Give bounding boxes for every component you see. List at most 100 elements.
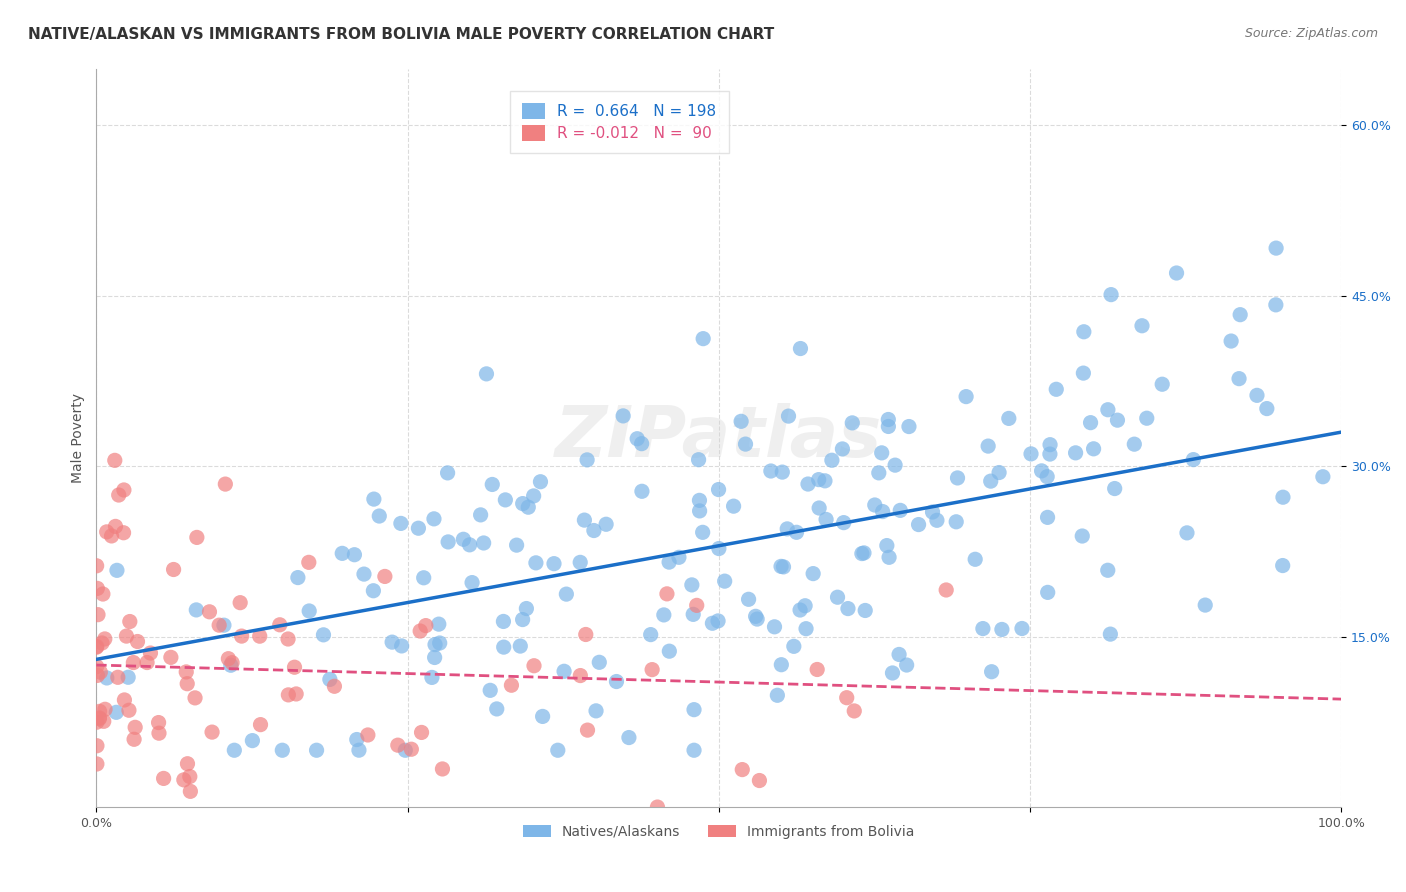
Point (688, 452, 710, 467)
Point (93, 714, 115, 729)
Point (231, 629, 253, 643)
Point (529, 475, 551, 489)
Point (807, 473, 830, 487)
Text: Source: ZipAtlas.com: Source: ZipAtlas.com (1244, 27, 1378, 40)
Point (104, 519, 127, 533)
Point (217, 651, 239, 665)
Point (631, 484, 654, 499)
Point (152, 772, 174, 786)
Point (789, 603, 811, 617)
Point (1182, 452, 1205, 467)
Point (1104, 482, 1126, 496)
Point (921, 505, 943, 519)
Point (224, 743, 246, 757)
Point (198, 605, 221, 619)
Point (682, 607, 704, 622)
Point (94, 702, 117, 716)
Point (115, 629, 138, 643)
Point (363, 583, 385, 598)
Point (415, 618, 437, 632)
Point (96, 524, 118, 539)
Point (494, 492, 516, 507)
Point (1036, 469, 1059, 483)
Point (429, 636, 451, 650)
Point (876, 539, 898, 553)
Point (517, 500, 540, 515)
Point (789, 342, 811, 356)
Point (86, 715, 108, 730)
Point (94, 632, 117, 646)
Point (509, 639, 531, 653)
Point (877, 419, 900, 434)
Point (576, 723, 599, 738)
Point (212, 618, 235, 632)
Point (955, 390, 977, 404)
Point (1152, 377, 1174, 392)
Point (630, 436, 652, 450)
Point (588, 656, 610, 670)
Point (925, 513, 948, 527)
Point (770, 465, 793, 479)
Point (582, 524, 605, 538)
Point (298, 604, 321, 618)
Point (692, 525, 714, 540)
Point (1039, 438, 1062, 452)
Point (139, 646, 162, 660)
Point (763, 620, 786, 634)
Point (523, 658, 546, 673)
Point (821, 453, 844, 467)
Point (136, 656, 159, 670)
Point (249, 717, 271, 731)
Point (1039, 447, 1062, 461)
Point (1130, 318, 1153, 333)
Point (368, 509, 391, 524)
Point (1036, 585, 1059, 599)
Point (249, 629, 271, 643)
Point (683, 743, 706, 757)
Point (835, 690, 858, 705)
Point (806, 663, 828, 677)
Point (420, 670, 443, 684)
Point (394, 743, 416, 757)
Point (980, 665, 1002, 679)
Point (1227, 371, 1250, 385)
Point (124, 720, 146, 734)
Point (1080, 416, 1102, 430)
Point (453, 533, 475, 547)
Point (814, 474, 837, 488)
Point (1099, 287, 1122, 301)
Point (783, 640, 806, 654)
Point (1045, 382, 1067, 396)
Point (689, 504, 711, 518)
Point (105, 563, 128, 577)
Point (436, 466, 458, 480)
Point (87, 607, 110, 622)
Point (991, 623, 1014, 637)
Point (1264, 298, 1286, 312)
Point (105, 706, 128, 720)
Point (778, 409, 800, 423)
Point (1073, 366, 1095, 380)
Point (437, 535, 460, 549)
Point (896, 658, 918, 673)
Point (112, 693, 135, 707)
Point (186, 603, 208, 617)
Point (889, 503, 911, 517)
Point (86, 582, 108, 596)
Point (242, 733, 264, 747)
Point (122, 656, 145, 670)
Point (391, 639, 413, 653)
Point (641, 663, 664, 677)
Point (531, 709, 554, 723)
Point (357, 728, 380, 742)
Point (176, 756, 198, 771)
Point (401, 742, 423, 756)
Point (770, 559, 793, 574)
Point (305, 743, 328, 757)
Point (555, 587, 578, 601)
Point (707, 483, 730, 497)
Point (347, 743, 370, 757)
Point (505, 538, 527, 552)
Point (543, 557, 565, 571)
Point (713, 574, 735, 589)
